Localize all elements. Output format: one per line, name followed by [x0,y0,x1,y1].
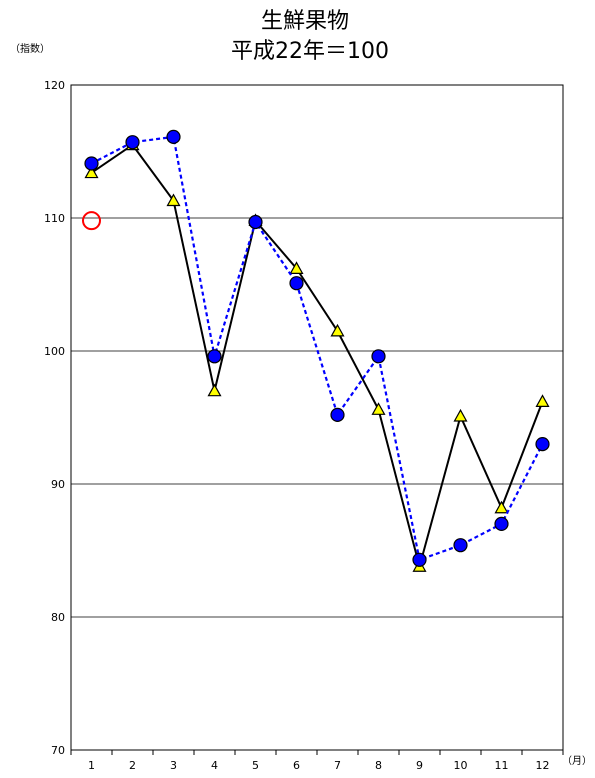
series-2-point [412,552,427,567]
series-2-point [84,156,99,171]
x-tick-label: 9 [416,759,423,772]
y-tick-label: 100 [44,345,65,358]
x-tick-label: 6 [293,759,300,772]
series-2-point [166,129,181,144]
series-2-point [371,349,386,364]
series-1 [84,137,550,572]
x-axis-unit-label: （月） [562,755,592,767]
series-1-point [494,500,509,514]
series-2-point [207,349,222,364]
series-1-point [535,394,550,407]
series-1-point [207,383,222,397]
series-1-point [330,323,345,337]
series-1-line [90,143,544,571]
series-2-point [125,135,140,150]
x-tick-label: 3 [170,759,177,772]
series-2 [84,129,550,567]
x-tick-label: 2 [129,759,136,772]
y-tick-label: 80 [51,611,65,624]
y-tick-label: 110 [44,212,65,225]
x-tick-label: 10 [454,759,468,772]
y-tick-label: 90 [51,478,65,491]
y-tick-label: 120 [44,79,65,92]
x-tick-label: 8 [375,759,382,772]
series-1-point [289,261,304,274]
series-2-point [248,214,263,230]
series-2-point [494,516,509,532]
y-axis-unit-label: （指数） [10,42,50,55]
series-2-point [289,276,304,291]
series-2-point [535,437,550,452]
series-2-point [330,407,345,422]
plot-area [70,84,564,751]
x-tick-label: 5 [252,759,259,772]
x-tick-label: 12 [536,759,550,772]
series-2-line [90,135,544,562]
chart-subtitle: 平成22年＝100 [231,39,389,64]
series-1-point [453,408,468,422]
series-3 [82,211,101,231]
series-2-point [453,538,468,553]
chart-title: 生鮮果物 [261,9,349,34]
x-tick-label: 1 [88,759,95,772]
y-tick-label: 70 [51,744,65,757]
series-1-point [84,165,99,179]
x-tick-label: 4 [211,759,218,772]
gridlines [71,217,563,618]
series-1-point [166,193,181,207]
x-tick-label: 11 [495,759,509,772]
series-1-point [371,402,386,415]
series-layer [82,129,550,572]
series-3-point [82,211,101,231]
x-tick-label: 7 [334,759,341,772]
